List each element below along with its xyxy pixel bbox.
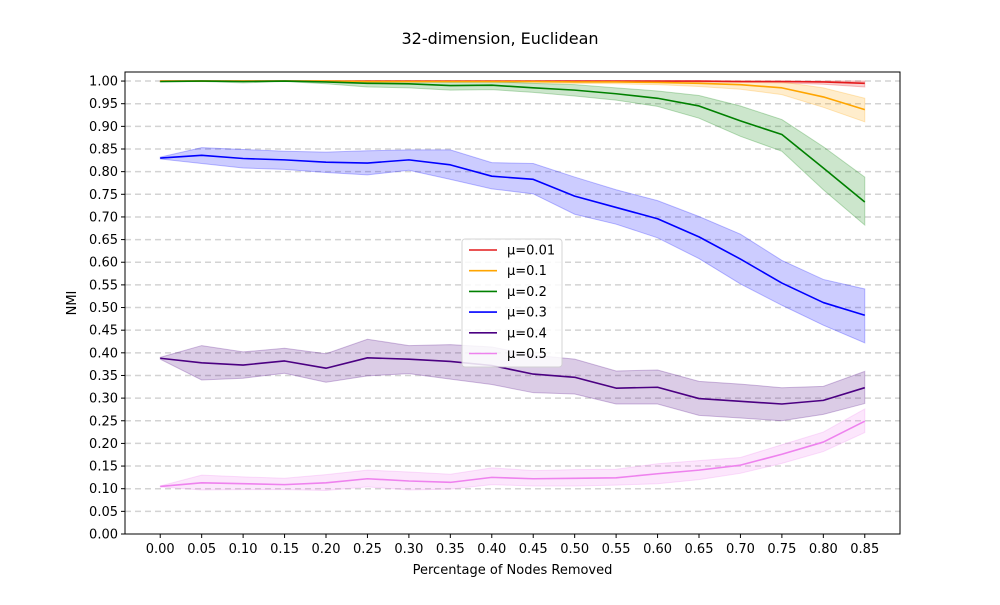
y-tick-label: 0.30	[89, 392, 118, 407]
y-tick-label: 0.70	[89, 210, 118, 225]
x-tick-label: 0.40	[477, 542, 506, 557]
plot-frame	[124, 71, 901, 535]
x-tick-label: 0.35	[436, 542, 465, 557]
legend-label: μ=0.5	[507, 347, 547, 362]
y-tick-label: 0.45	[89, 324, 118, 339]
legend-label: μ=0.1	[507, 264, 547, 279]
x-tick-label: 0.05	[187, 542, 216, 557]
x-tick-label: 0.00	[146, 542, 175, 557]
series-line	[160, 420, 866, 488]
x-tick-label: 0.10	[229, 542, 258, 557]
y-tick-label: 0.50	[89, 301, 118, 316]
y-tick-label: 0.80	[89, 165, 118, 180]
x-tick-label: 0.70	[726, 542, 755, 557]
y-tick-label: 0.35	[89, 369, 118, 384]
x-tick-label: 0.55	[602, 542, 631, 557]
y-axis-label: NMI	[65, 291, 80, 316]
x-tick-label: 0.15	[270, 542, 299, 557]
y-tick-label: 0.75	[89, 188, 118, 203]
y-tick-label: 1.00	[89, 75, 118, 90]
x-tick-label: 0.85	[850, 542, 879, 557]
x-tick-label: 0.75	[767, 542, 796, 557]
x-tick-label: 0.65	[685, 542, 714, 557]
x-axis-label: Percentage of Nodes Removed	[413, 563, 613, 578]
series-line	[160, 80, 866, 203]
axis-ticks: 0.00 0.05 0.10 0.15 0.20 0.25 0.30 0.35 0.40 0.45…	[89, 75, 879, 557]
legend-label: μ=0.2	[507, 285, 547, 300]
x-tick-label: 0.30	[394, 542, 423, 557]
x-tick-label: 0.45	[519, 542, 548, 557]
grid-layer	[125, 80, 900, 513]
x-tick-label: 0.60	[643, 542, 672, 557]
confidence-band	[159, 338, 866, 422]
series-line	[160, 154, 866, 316]
y-tick-label: 0.55	[89, 278, 118, 293]
y-tick-label: 0.20	[89, 437, 118, 452]
series-lines	[160, 80, 866, 488]
y-tick-label: 0.15	[89, 460, 118, 475]
legend-label: μ=0.3	[507, 306, 547, 321]
chart-title: 32-dimension, Euclidean	[401, 29, 598, 48]
confidence-band	[159, 147, 866, 344]
x-tick-label: 0.25	[353, 542, 382, 557]
confidence-band	[159, 408, 866, 492]
x-tick-label: 0.20	[312, 542, 341, 557]
y-tick-label: 0.85	[89, 143, 118, 158]
y-tick-label: 0.90	[89, 120, 118, 135]
series-line	[160, 357, 866, 405]
y-tick-label: 0.10	[89, 482, 118, 497]
legend: μ=0.01 μ=0.1 μ=0.2 μ=0.3 μ=0.4 μ=0.5	[461, 238, 563, 368]
y-tick-label: 0.00	[89, 528, 118, 543]
legend-label: μ=0.01	[507, 244, 555, 259]
x-tick-label: 0.80	[809, 542, 838, 557]
y-tick-label: 0.95	[89, 97, 118, 112]
y-tick-label: 0.40	[89, 346, 118, 361]
legend-label: μ=0.4	[507, 326, 547, 341]
y-tick-label: 0.60	[89, 256, 118, 271]
y-tick-label: 0.05	[89, 505, 118, 520]
y-tick-label: 0.25	[89, 414, 118, 429]
y-tick-label: 0.65	[89, 233, 118, 248]
confidence-bands	[159, 80, 866, 492]
x-tick-label: 0.50	[560, 542, 589, 557]
